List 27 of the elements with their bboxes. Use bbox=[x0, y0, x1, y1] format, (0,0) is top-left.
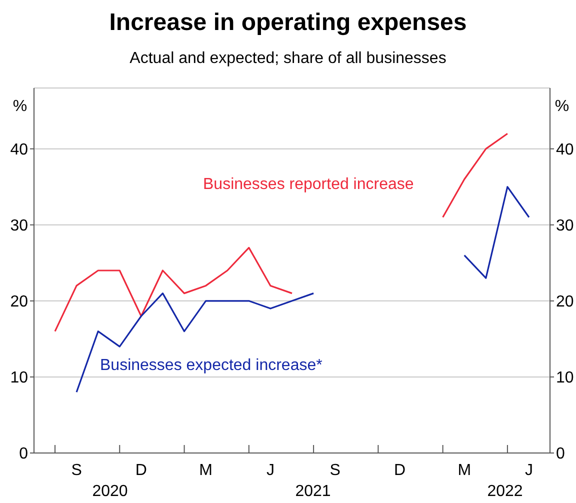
y-tick-label: 20 bbox=[10, 294, 28, 311]
y2-tick-label: 10 bbox=[556, 370, 574, 387]
y2-tick-label: 0 bbox=[556, 446, 565, 463]
y-tick-label: 40 bbox=[10, 142, 28, 159]
x-tick-label: D bbox=[394, 462, 406, 479]
y-tick-label: 30 bbox=[10, 218, 28, 235]
chart-title: Increase in operating expenses bbox=[109, 9, 467, 36]
text: 2022 bbox=[487, 483, 523, 500]
series-label: Businesses expected increase* bbox=[100, 357, 322, 374]
x-tick-label: J bbox=[266, 462, 274, 479]
x-tick-label: J bbox=[525, 462, 533, 479]
x-tick-label: M bbox=[458, 462, 472, 479]
y-tick-label: 0 bbox=[19, 446, 28, 463]
x-tick-label: S bbox=[330, 462, 340, 479]
y2-tick-label: 30 bbox=[556, 218, 574, 235]
text: Businesses reported increase bbox=[203, 176, 414, 193]
x-tick-label: D bbox=[135, 462, 147, 479]
y2-axis-title: % bbox=[554, 98, 570, 115]
y2-tick-label: 40 bbox=[556, 142, 574, 159]
text: 2020 bbox=[92, 483, 128, 500]
y-tick-label: 10 bbox=[10, 370, 28, 387]
y2-tick-label: 20 bbox=[556, 294, 574, 311]
text: 2021 bbox=[295, 483, 331, 500]
y-axis-title: % bbox=[12, 98, 28, 115]
x-tick-label: M bbox=[199, 462, 212, 479]
chart-subtitle: Actual and expected; share of all businesses bbox=[130, 50, 446, 67]
x-tick-label: S bbox=[71, 462, 82, 479]
